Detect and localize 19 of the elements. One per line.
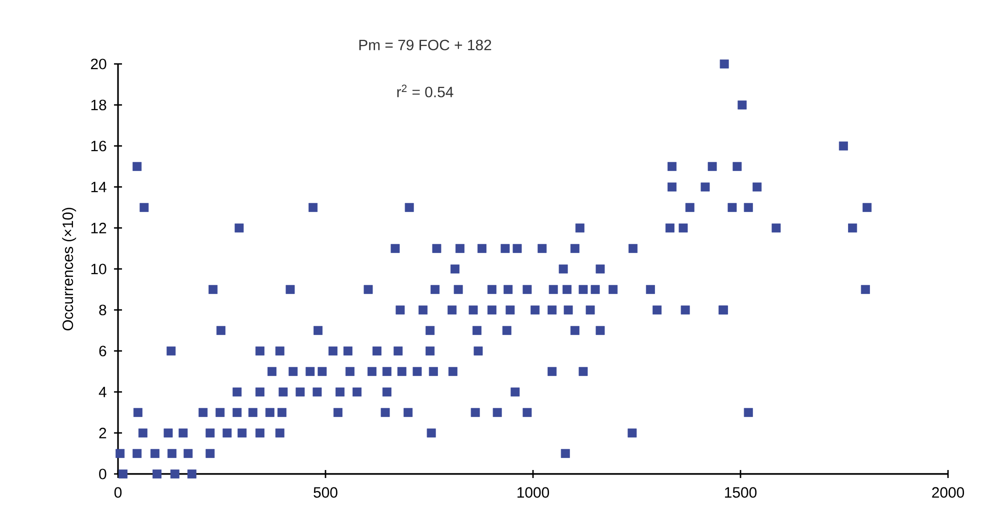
y-tick-label: 14 xyxy=(91,182,106,192)
x-tick-label: 1500 xyxy=(725,487,757,498)
y-tick-label: 18 xyxy=(91,100,106,110)
y-tick-label: 8 xyxy=(99,304,106,316)
y-tick-label: 10 xyxy=(91,264,106,274)
x-tick-label: 500 xyxy=(314,487,338,498)
text: Pm = 79 FOC + 182 xyxy=(359,40,492,50)
y-tick-label: 12 xyxy=(91,222,106,234)
x-tick-label: 0 xyxy=(114,487,122,498)
annotation: r$^{2}$ = 0.54 xyxy=(397,84,454,98)
y-tick-label: 0 xyxy=(99,468,106,480)
y-tick-label: 4 xyxy=(98,386,106,398)
y-tick-label: 16 xyxy=(91,140,106,152)
y-axis-title: Occurrences (×10) xyxy=(62,208,76,330)
y-tick-label: 6 xyxy=(99,346,106,356)
x-tick-label: 1000 xyxy=(518,487,550,498)
y-tick-label: 2 xyxy=(99,428,106,438)
x-tick-label: 2000 xyxy=(932,487,964,498)
y-tick-label: 20 xyxy=(90,58,106,70)
